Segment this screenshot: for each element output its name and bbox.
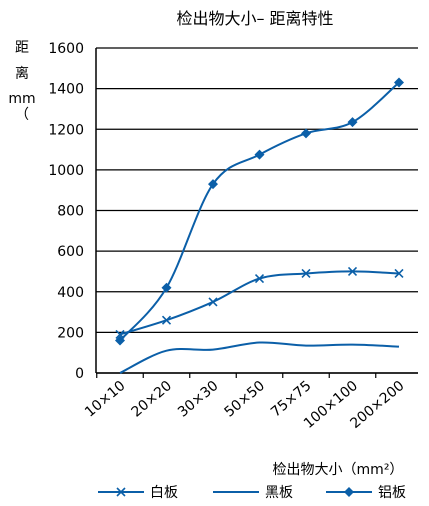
series-line [119,81,400,342]
y-tick-label: 1000 [48,163,84,179]
series-line [119,270,400,336]
y-axis-label-part: 离 [15,65,29,82]
y-axis-label-part: 距 [15,40,29,56]
y-tick-label: 1400 [48,82,84,98]
marker-stroke [254,273,265,284]
legend-label: 铝板 [378,485,406,501]
legend-label: 白板 [150,485,178,501]
data-point [208,297,218,307]
y-tick-label: 1200 [48,122,84,138]
series-line [119,341,400,374]
gridlines [95,47,418,378]
chart-title: 检出物大小– 距离特性 [176,9,333,28]
data-point [394,268,404,279]
marker-stroke [394,268,404,279]
series-1 [115,266,404,339]
marker-stroke [347,266,358,277]
data-point [254,273,265,284]
y-tick-label: 800 [57,204,84,220]
legend-marker [344,487,354,497]
data-point [161,315,172,325]
marker-stroke [208,297,218,307]
y-tick-label: 200 [57,325,84,341]
data-point [301,128,311,139]
x-tick-label: 20×20 [129,378,176,421]
data-point [347,266,358,277]
y-tick-labels: 0 200 400 600 800 1000 1200 1400 1600 [48,41,84,382]
marker-stroke [115,329,125,339]
data-point [208,179,218,190]
legend-item: 铝板 [326,485,406,501]
x-tick-label: 30×30 [175,378,222,421]
y-tick-label: 400 [57,285,84,301]
y-axis-label: 距离 mm（ [8,40,35,123]
data-point [394,77,404,88]
marker-stroke [161,315,172,325]
legend-item: 黑板 [213,485,293,501]
legend-label: 黑板 [265,485,293,501]
legend: 白板 黑板 铝板 [98,485,406,501]
y-tick-label: 0 [75,366,84,382]
series-3 [115,77,404,346]
series-lines [115,77,404,374]
y-axis-label-part: mm [8,91,35,107]
y-axis-label-part: （ [15,107,29,123]
x-tick-label: 50×50 [222,378,269,421]
data-point [301,268,311,279]
marker-stroke [116,487,126,497]
data-point [254,149,265,160]
data-point [161,282,172,293]
data-point [115,335,125,346]
legend-marker [116,487,126,497]
series-2 [119,341,400,374]
legend-item: 白板 [98,485,178,501]
y-tick-label: 1600 [48,41,84,57]
marker-stroke [301,268,311,279]
y-tick-label: 600 [57,244,84,260]
data-point [347,117,358,128]
x-tick-label: 10×10 [82,378,129,421]
x-axis-label: 检出物大小（mm²） [273,462,404,478]
